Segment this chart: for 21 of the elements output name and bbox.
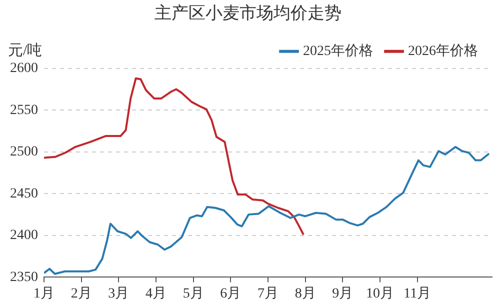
y-tick-label: 2400 [10,228,38,244]
x-tick-label: 5月 [182,286,204,302]
y-tick-label: 2550 [10,102,38,118]
x-tick-label: 4月 [146,286,166,302]
chart-title: 主产区小麦市场均价走势 [154,4,342,23]
x-tick-label: 11月 [404,286,432,302]
y-tick-label: 2450 [10,186,38,202]
legend-label: 2026年价格 [408,43,478,60]
y-tick-label: 2500 [10,144,38,160]
x-tick-label: 9月 [332,286,354,302]
x-tick-label: 1月 [34,286,54,302]
x-tick-label: 8月 [294,286,316,302]
y-tick-label: 2350 [10,270,38,285]
x-tick-label: 10月 [366,286,394,302]
y-axis-title: 元/吨 [8,42,42,59]
legend-label: 2025年价格 [303,43,373,60]
x-tick-label: 7月 [258,286,278,302]
x-tick-label: 2月 [70,286,92,302]
x-tick-label: 6月 [220,286,242,302]
y-tick-label: 2600 [10,61,38,76]
x-tick-label: 3月 [108,286,130,302]
